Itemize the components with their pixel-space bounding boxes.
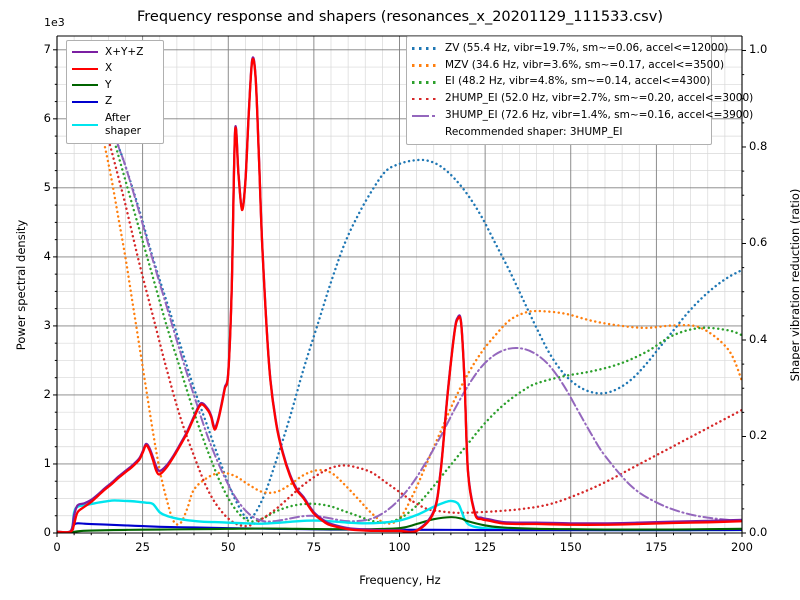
y-right-tick-label: 0.0 bbox=[749, 525, 768, 539]
x-tick-label: 150 bbox=[559, 540, 582, 554]
x-tick-label: 175 bbox=[645, 540, 668, 554]
legend-swatch-solid bbox=[72, 46, 98, 58]
legend-item[interactable]: X bbox=[72, 61, 158, 78]
legend-label: EI (48.2 Hz, vibr=4.8%, sm~=0.14, accel<… bbox=[445, 75, 711, 88]
legend-label: After shaper bbox=[105, 112, 142, 137]
y-left-tick-label: 6 bbox=[43, 110, 51, 125]
y-axis-exponent-label: 1e3 bbox=[44, 16, 65, 29]
shaper-curve-zv bbox=[69, 49, 742, 520]
x-tick-label: 200 bbox=[731, 540, 753, 554]
psd-curve-y bbox=[57, 516, 742, 533]
psd-curve-x bbox=[57, 57, 742, 533]
legend-label: Z bbox=[105, 95, 113, 108]
legend-label: X bbox=[105, 62, 113, 75]
x-tick-label: 50 bbox=[220, 540, 236, 554]
psd-curve-after-shaper bbox=[57, 499, 742, 533]
legend-swatch-dotted bbox=[412, 42, 438, 54]
legend-label: ZV (55.4 Hz, vibr=19.7%, sm~=0.06, accel… bbox=[445, 41, 729, 54]
legend-item[interactable]: 2HUMP_EI (52.0 Hz, vibr=2.7%, sm~=0.20, … bbox=[412, 90, 753, 107]
legend-swatch-solid bbox=[72, 119, 98, 131]
y-left-tick-label: 0 bbox=[43, 525, 51, 539]
legend-item[interactable]: MZV (34.6 Hz, vibr=3.6%, sm~=0.17, accel… bbox=[412, 57, 724, 74]
y-left-tick-label: 2 bbox=[43, 386, 51, 401]
legend-label: 2HUMP_EI (52.0 Hz, vibr=2.7%, sm~=0.20, … bbox=[445, 92, 754, 105]
y-right-tick-label: 0.4 bbox=[749, 331, 768, 346]
x-tick-label: 25 bbox=[135, 540, 150, 554]
legend-item[interactable]: X+Y+Z bbox=[72, 44, 158, 61]
legend-item[interactable]: ZV (55.4 Hz, vibr=19.7%, sm~=0.06, accel… bbox=[412, 40, 728, 57]
x-tick-label: 125 bbox=[474, 540, 497, 554]
legend-swatch-dotted bbox=[412, 93, 438, 105]
y-right-tick-label: 0.2 bbox=[749, 428, 768, 443]
legend-label: X+Y+Z bbox=[105, 45, 144, 58]
legend-label: MZV (34.6 Hz, vibr=3.6%, sm~=0.17, accel… bbox=[445, 58, 725, 71]
legend-label: 3HUMP_EI (72.6 Hz, vibr=1.4%, sm~=0.16, … bbox=[445, 109, 754, 122]
chart-title: Frequency response and shapers (resonanc… bbox=[137, 9, 663, 25]
y-left-tick-label: 5 bbox=[43, 179, 51, 194]
legend-swatch-dotted bbox=[412, 76, 438, 88]
legend-item[interactable]: Y bbox=[72, 77, 158, 94]
x-axis-label: Frequency, Hz bbox=[359, 573, 441, 587]
y-right-tick-label: 1.0 bbox=[749, 42, 768, 57]
y-right-tick-label: 0.8 bbox=[749, 138, 768, 153]
x-tick-label: 75 bbox=[306, 540, 322, 554]
legend-swatch-dashdot bbox=[412, 110, 438, 122]
recommended-shaper-text: Recommended shaper: 3HUMP_EI bbox=[445, 125, 623, 138]
y-left-tick-label: 7 bbox=[43, 41, 51, 56]
legend-psd[interactable]: X+Y+Z X Y Z After shaper bbox=[66, 40, 164, 144]
shaper-curve-3hump_ei bbox=[69, 49, 742, 523]
legend-swatch-solid bbox=[72, 63, 98, 75]
y-left-tick-label: 3 bbox=[43, 317, 51, 332]
shaper-curve-2hump_ei bbox=[69, 49, 742, 528]
legend-item[interactable]: EI (48.2 Hz, vibr=4.8%, sm~=0.14, accel<… bbox=[412, 74, 710, 91]
legend-item[interactable]: After shaper bbox=[72, 110, 158, 140]
legend-shapers[interactable]: ZV (55.4 Hz, vibr=19.7%, sm~=0.06, accel… bbox=[406, 36, 753, 145]
y-axis-right-label: Shaper vibration reduction (ratio) bbox=[788, 188, 800, 381]
legend-swatch-solid bbox=[72, 96, 98, 108]
legend-item[interactable]: Z bbox=[72, 94, 158, 111]
legend-label: Y bbox=[105, 78, 112, 91]
legend-item[interactable]: 3HUMP_EI (72.6 Hz, vibr=1.4%, sm~=0.16, … bbox=[412, 107, 753, 124]
legend-swatch-solid bbox=[72, 79, 98, 91]
x-tick-label: 0 bbox=[53, 540, 61, 554]
legend-swatch-dotted bbox=[412, 59, 438, 71]
y-left-tick-label: 4 bbox=[43, 248, 51, 263]
y-left-tick-label: 1 bbox=[43, 455, 51, 470]
x-tick-label: 100 bbox=[388, 540, 411, 554]
y-right-tick-label: 0.6 bbox=[749, 235, 768, 250]
